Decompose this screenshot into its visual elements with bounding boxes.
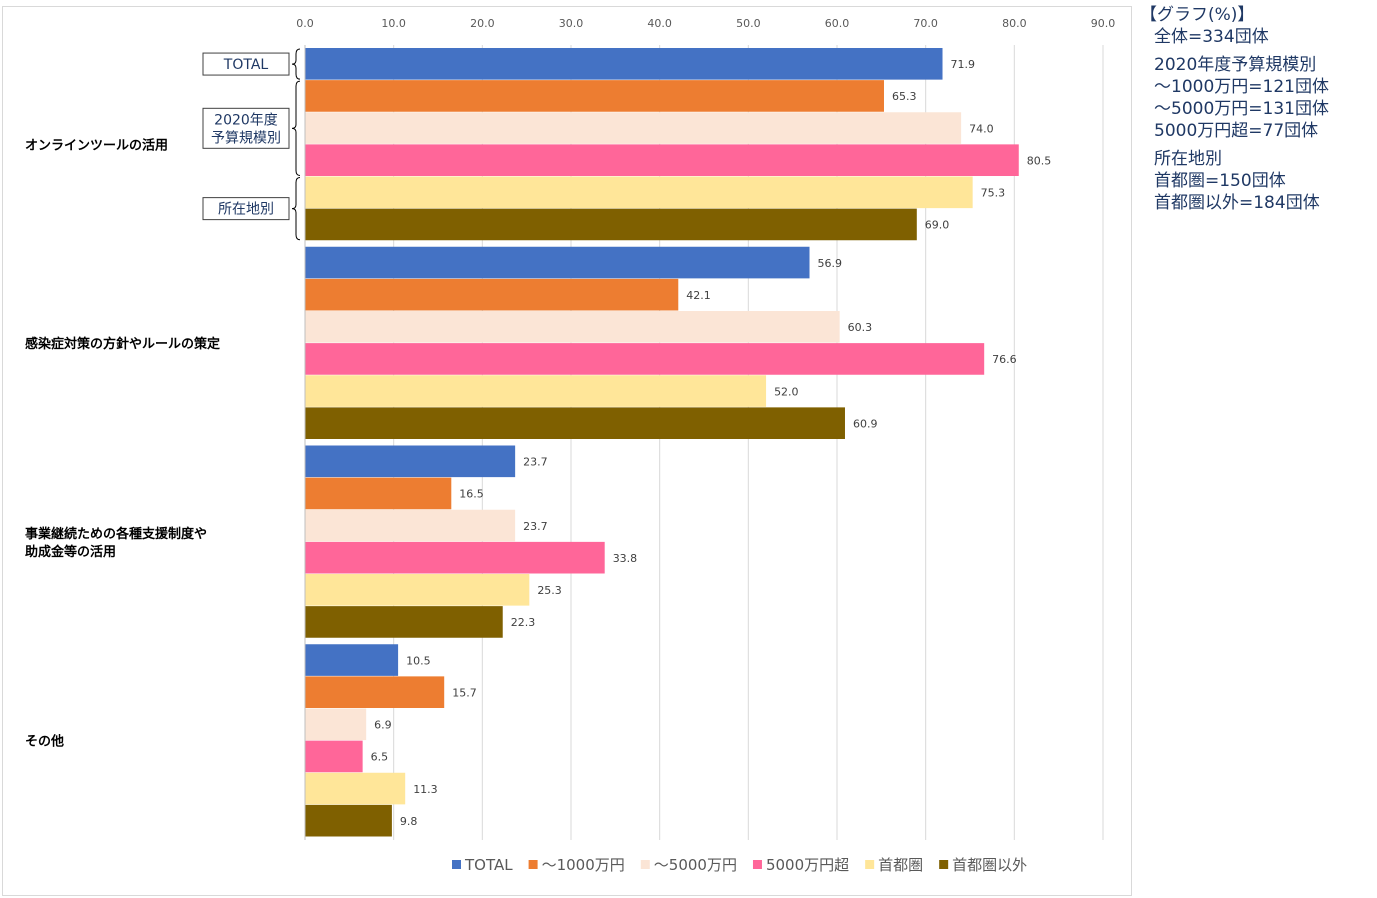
data-label: 74.0 bbox=[969, 122, 994, 135]
bar bbox=[305, 676, 445, 708]
bar bbox=[305, 176, 973, 209]
legend-swatch bbox=[452, 860, 461, 869]
bar bbox=[305, 606, 503, 638]
note-region-heading: 所在地別 bbox=[1154, 149, 1222, 169]
data-label: 60.3 bbox=[848, 321, 873, 334]
data-label: 33.8 bbox=[613, 552, 638, 565]
data-label: 71.9 bbox=[951, 58, 976, 71]
group-label-box bbox=[202, 52, 290, 76]
data-label: 52.0 bbox=[774, 385, 799, 398]
legend-swatch bbox=[752, 860, 762, 869]
bar bbox=[305, 48, 943, 80]
legend-label: 首都圏以外 bbox=[952, 856, 1027, 874]
note-budget-3: 5000万円超=77団体 bbox=[1154, 121, 1319, 141]
bar bbox=[305, 574, 530, 606]
data-label: 9.8 bbox=[400, 815, 418, 828]
group-label: TOTAL bbox=[223, 57, 269, 73]
group-label: 予算規模別 bbox=[211, 130, 281, 146]
x-tick-label: 40.0 bbox=[647, 17, 672, 30]
x-tick-label: 50.0 bbox=[736, 17, 761, 30]
legend-label: ～5000万円 bbox=[654, 856, 737, 874]
sample-size-note: 【グラフ(%)】 全体=334団体 2020年度予算規模別 ～1000万円=12… bbox=[1140, 4, 1329, 214]
data-label: 42.1 bbox=[686, 289, 711, 302]
legend-swatch bbox=[939, 860, 949, 869]
category-label: オンラインツールの活用 bbox=[25, 137, 168, 153]
x-tick-label: 90.0 bbox=[1091, 17, 1116, 30]
data-label: 60.9 bbox=[853, 417, 878, 430]
data-label: 10.5 bbox=[406, 654, 431, 667]
x-tick-label: 20.0 bbox=[470, 17, 495, 30]
category-label: 感染症対策の方針やルールの策定 bbox=[25, 336, 220, 352]
data-label: 23.7 bbox=[523, 520, 548, 533]
note-budget-heading: 2020年度予算規模別 bbox=[1154, 55, 1317, 75]
category-label: その他 bbox=[25, 734, 64, 750]
data-label: 65.3 bbox=[892, 90, 917, 103]
legend-swatch bbox=[528, 860, 538, 869]
bar bbox=[305, 509, 516, 542]
x-tick-label: 80.0 bbox=[1002, 17, 1027, 30]
bar bbox=[305, 343, 985, 375]
data-label: 25.3 bbox=[537, 584, 562, 597]
bar bbox=[305, 407, 845, 439]
legend-swatch bbox=[865, 860, 875, 869]
legend-label: 首都圏 bbox=[878, 856, 923, 874]
legend-label: TOTAL bbox=[464, 856, 513, 874]
legend-swatch bbox=[640, 860, 650, 869]
data-label: 22.3 bbox=[511, 616, 536, 629]
group-brace bbox=[291, 177, 301, 241]
data-label: 75.3 bbox=[981, 187, 1006, 200]
bar bbox=[305, 311, 840, 343]
bar bbox=[305, 144, 1019, 176]
group-label: 所在地別 bbox=[218, 202, 274, 218]
data-label: 69.0 bbox=[925, 219, 950, 232]
group-label-box bbox=[202, 197, 290, 221]
bar bbox=[305, 208, 917, 241]
bar bbox=[305, 708, 367, 741]
x-tick-label: 70.0 bbox=[913, 17, 938, 30]
x-tick-label: 30.0 bbox=[559, 17, 584, 30]
group-brace bbox=[291, 80, 301, 176]
data-label: 11.3 bbox=[413, 783, 438, 796]
data-label: 80.5 bbox=[1027, 154, 1052, 167]
x-tick-label: 0.0 bbox=[296, 17, 314, 30]
legend-label: ～1000万円 bbox=[542, 856, 625, 874]
legend-label: 5000万円超 bbox=[766, 856, 849, 874]
bar bbox=[305, 804, 392, 837]
note-budget-2: ～5000万円=131団体 bbox=[1154, 99, 1329, 119]
bar bbox=[305, 740, 363, 773]
bar bbox=[305, 644, 399, 676]
data-label: 15.7 bbox=[452, 686, 477, 699]
bar bbox=[305, 772, 406, 805]
data-label: 6.9 bbox=[374, 719, 392, 732]
data-label: 23.7 bbox=[523, 456, 548, 469]
bar bbox=[305, 112, 962, 144]
x-tick-label: 60.0 bbox=[825, 17, 850, 30]
category-label: 事業継続ための各種支援制度や bbox=[25, 526, 207, 542]
note-title: 【グラフ(%)】 bbox=[1140, 5, 1255, 25]
group-label: 2020年度 bbox=[214, 112, 278, 128]
bar bbox=[305, 80, 884, 112]
chart-frame bbox=[2, 6, 1132, 896]
bar bbox=[305, 541, 605, 574]
bar bbox=[305, 445, 516, 478]
note-region-2: 首都圏以外=184団体 bbox=[1154, 193, 1320, 213]
note-region-1: 首都圏=150団体 bbox=[1154, 171, 1286, 191]
bar bbox=[305, 375, 767, 407]
x-tick-label: 10.0 bbox=[381, 17, 406, 30]
bar bbox=[305, 477, 452, 510]
bar-chart: 0.0 10.0 20.0 30.0 40.0 50.0 60.0 70.0 80.0 90.0 7… bbox=[25, 17, 1116, 874]
bar bbox=[305, 278, 679, 311]
group-label-box bbox=[202, 107, 290, 149]
group-brace bbox=[291, 48, 301, 80]
data-label: 56.9 bbox=[818, 257, 843, 270]
note-total: 全体=334団体 bbox=[1154, 27, 1269, 47]
data-label: 16.5 bbox=[459, 488, 484, 501]
bar bbox=[305, 246, 810, 279]
data-label: 76.6 bbox=[992, 353, 1017, 366]
data-label: 6.5 bbox=[371, 751, 389, 764]
category-label: 助成金等の活用 bbox=[25, 544, 116, 560]
note-budget-1: ～1000万円=121団体 bbox=[1154, 77, 1329, 97]
